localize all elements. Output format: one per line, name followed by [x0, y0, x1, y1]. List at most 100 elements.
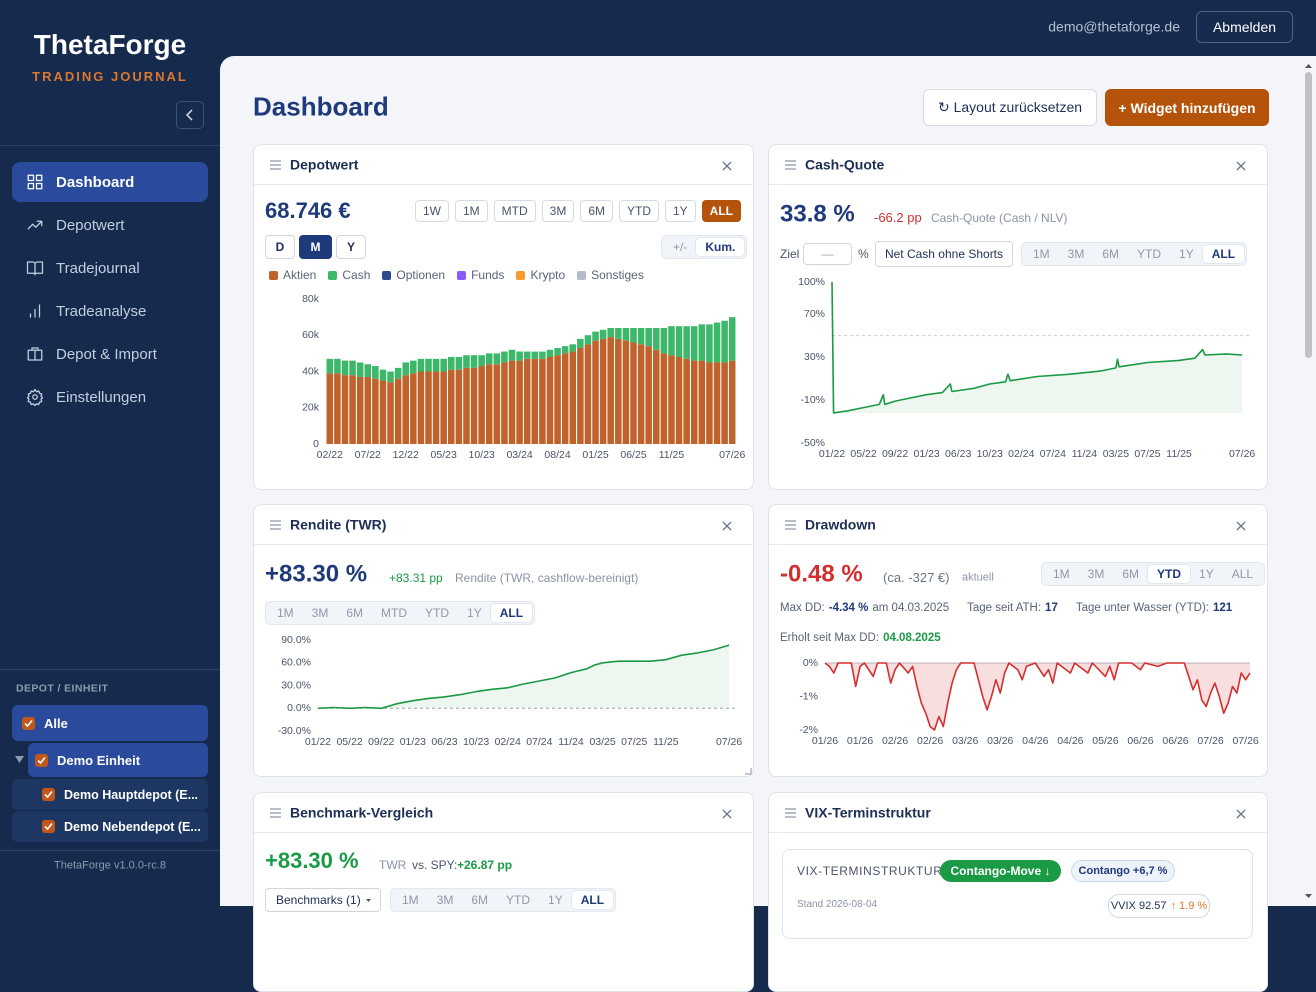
- scrollbar-graphic: [1305, 64, 1312, 898]
- segment-button[interactable]: 6M: [1122, 567, 1140, 581]
- close-button[interactable]: [1236, 521, 1246, 531]
- drag-handle[interactable]: [270, 808, 282, 818]
- segment-button[interactable]: ALL: [1231, 567, 1254, 581]
- legend-item[interactable]: Krypto: [516, 268, 565, 282]
- benchmarks-button[interactable]: Benchmarks (1): [265, 888, 381, 912]
- logout-button[interactable]: Abmelden: [1196, 11, 1293, 43]
- checkbox[interactable]: [42, 788, 55, 801]
- close-button[interactable]: [1236, 161, 1246, 171]
- nav-item[interactable]: Tradejournal: [12, 248, 208, 288]
- segment-button[interactable]: 1M: [402, 893, 419, 907]
- depot-label: Demo Hauptdepot (E...: [64, 787, 199, 802]
- widget-title: Benchmark-Vergleich: [290, 804, 434, 821]
- segment-button[interactable]: 1Y: [467, 606, 482, 620]
- segment-button[interactable]: 1Y: [548, 893, 563, 907]
- close-button[interactable]: [722, 161, 732, 171]
- depot-label: Demo Einheit: [57, 752, 141, 768]
- segment-button[interactable]: ALL: [490, 604, 533, 622]
- resize-handle[interactable]: [744, 767, 752, 775]
- legend-item[interactable]: Optionen: [382, 268, 445, 282]
- segment-button[interactable]: 6M: [580, 200, 613, 222]
- legend-item[interactable]: Aktien: [269, 268, 316, 282]
- segment-button[interactable]: 1Y: [1199, 567, 1214, 581]
- segment-button[interactable]: ALL: [571, 891, 614, 909]
- nav-icon: [27, 174, 43, 190]
- segment-button[interactable]: 3M: [1087, 567, 1105, 581]
- nav-item[interactable]: Einstellungen: [12, 377, 208, 417]
- drag-handle[interactable]: [785, 808, 797, 818]
- depot-item[interactable]: Demo Einheit: [28, 743, 208, 777]
- nav-item[interactable]: Dashboard: [12, 162, 208, 202]
- reset-layout-button[interactable]: ↻ Layout zurücksetzen: [923, 89, 1097, 126]
- nav-icon: [27, 220, 43, 230]
- nav-item[interactable]: Tradeanalyse: [12, 291, 208, 331]
- segment-button[interactable]: 1W: [414, 200, 449, 222]
- segment-button[interactable]: 6M: [471, 893, 489, 907]
- net-cash-button[interactable]: Net Cash ohne Shorts: [875, 241, 1013, 267]
- segment-button[interactable]: 1M: [1053, 567, 1070, 581]
- drawdown-status: aktuell: [962, 571, 994, 584]
- brand: ThetaForge: [33, 29, 187, 61]
- segment-button[interactable]: Kum.: [696, 238, 745, 256]
- segment-button[interactable]: YTD: [618, 200, 659, 222]
- widget-header: Benchmark-Vergleich: [254, 793, 753, 833]
- add-widget-button[interactable]: + Widget hinzufügen: [1105, 89, 1269, 126]
- legend-item[interactable]: Sonstiges: [577, 268, 644, 282]
- close-icon: [722, 809, 732, 819]
- depot-item[interactable]: Demo Nebendepot (E...: [12, 811, 208, 842]
- segment-button[interactable]: +/-: [673, 240, 688, 254]
- nav-item[interactable]: Depot & Import: [12, 334, 208, 374]
- checkbox[interactable]: [35, 753, 48, 767]
- segment-button[interactable]: Y: [336, 235, 366, 259]
- legend: Aktien Cash Optionen Funds Krypto Sonstiges: [269, 268, 644, 282]
- segment-button[interactable]: YTD: [1148, 565, 1191, 583]
- segment-button[interactable]: YTD: [1137, 247, 1162, 261]
- segment-button[interactable]: 3M: [1067, 247, 1085, 261]
- segment-button[interactable]: MTD: [381, 606, 408, 620]
- vvix-pill: VVIX 92.57 ↑ 1.9 %: [1108, 894, 1210, 918]
- collapse-button[interactable]: [176, 101, 204, 129]
- segment-button[interactable]: 6M: [346, 606, 364, 620]
- legend-item[interactable]: Cash: [328, 268, 370, 282]
- drag-handle[interactable]: [270, 160, 282, 170]
- segment-button[interactable]: YTD: [425, 606, 450, 620]
- target-input[interactable]: —: [803, 243, 852, 265]
- drag-handle[interactable]: [785, 520, 797, 530]
- checkbox[interactable]: [42, 820, 55, 833]
- nav-item[interactable]: Depotwert: [12, 205, 208, 245]
- segment-button[interactable]: 1M: [277, 606, 294, 620]
- segment-button[interactable]: 1Y: [664, 200, 696, 222]
- drag-handle[interactable]: [270, 520, 282, 530]
- drag-handle[interactable]: [785, 160, 797, 170]
- scrollbar[interactable]: [1304, 60, 1313, 906]
- close-button[interactable]: [722, 521, 732, 531]
- segment-button[interactable]: M: [299, 235, 332, 259]
- dropdown-icon: [365, 899, 371, 902]
- depot-item[interactable]: Demo Hauptdepot (E...: [12, 779, 208, 810]
- segment-button[interactable]: YTD: [506, 893, 531, 907]
- ath-value: 17: [1045, 602, 1058, 615]
- segment-button[interactable]: 3M: [311, 606, 329, 620]
- segment-button[interactable]: 1M: [454, 200, 488, 222]
- segment-button[interactable]: 3M: [436, 893, 454, 907]
- segment-button[interactable]: D: [265, 235, 295, 259]
- widget-header: Rendite (TWR): [254, 505, 753, 545]
- segment-button[interactable]: 1Y: [1179, 247, 1194, 261]
- depot-item[interactable]: Alle: [12, 705, 208, 741]
- segment-button[interactable]: ALL: [1202, 245, 1245, 263]
- checkbox[interactable]: [22, 716, 35, 730]
- segment-button[interactable]: 1M: [1033, 247, 1050, 261]
- close-button[interactable]: [722, 809, 732, 819]
- nav-icon: [27, 347, 43, 361]
- period-selector: 1M 3M 6M YTD 1Y ALL: [1021, 242, 1248, 266]
- handle-lines: [270, 808, 281, 818]
- segment-button[interactable]: 6M: [1102, 247, 1120, 261]
- close-button[interactable]: [1236, 809, 1246, 819]
- segment-button[interactable]: MTD: [493, 200, 536, 222]
- segment-button[interactable]: 3M: [541, 200, 575, 222]
- legend-item[interactable]: Funds: [457, 268, 504, 282]
- nav-icon: [26, 388, 44, 406]
- target-unit: %: [858, 246, 869, 261]
- segment-button[interactable]: ALL: [701, 200, 741, 222]
- widget-title: Drawdown: [805, 516, 876, 533]
